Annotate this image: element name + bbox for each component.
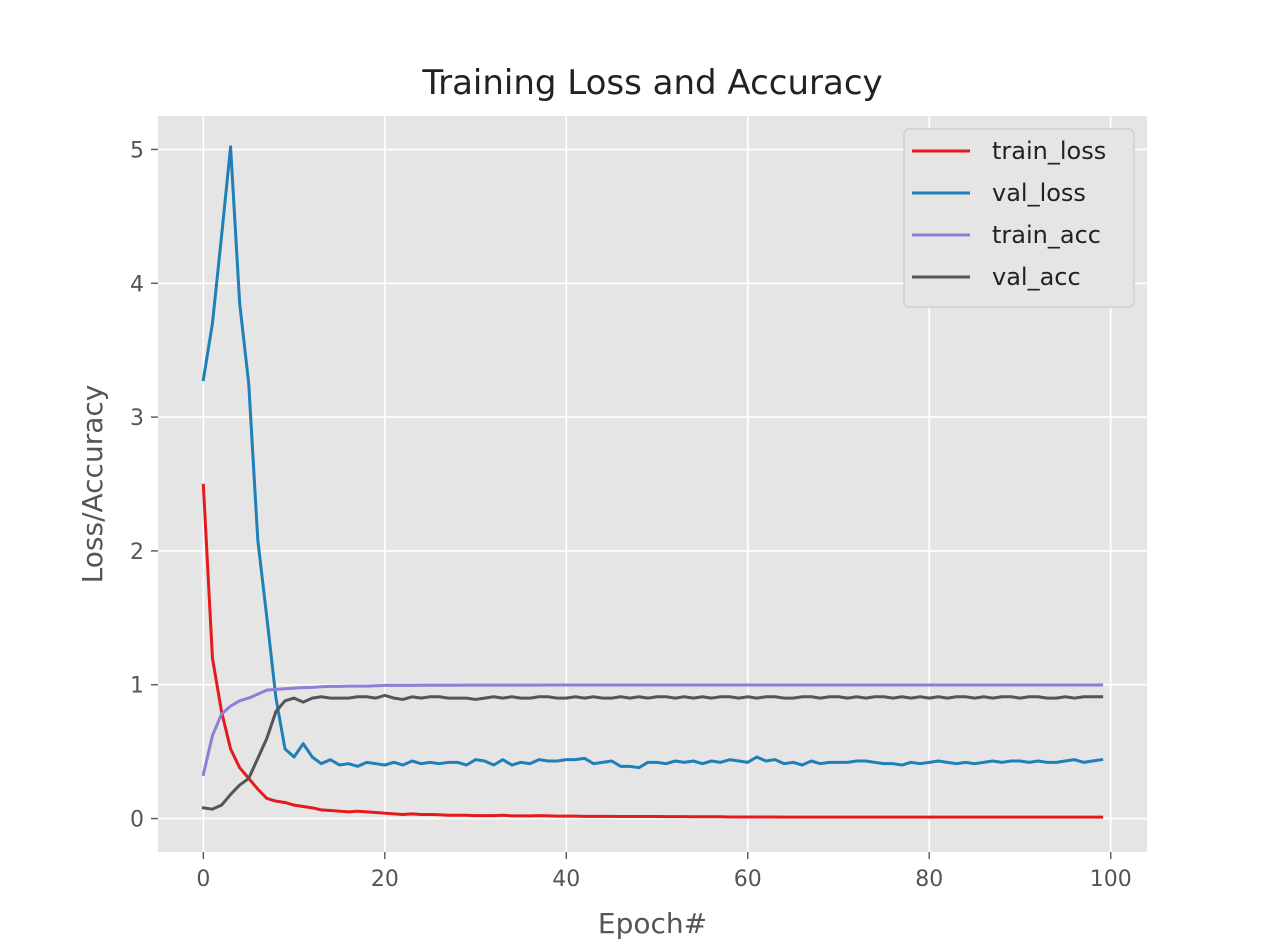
y-tick-label: 2 [130,540,144,565]
series-line-train_acc [201,683,1104,777]
legend-label-train_acc: train_acc [992,221,1101,249]
y-tick-label: 0 [130,808,144,833]
legend-box [903,128,1135,308]
legend-label-val_loss: val_loss [992,179,1086,207]
x-axis-label: Epoch# [598,907,707,940]
legend: train_loss val_loss train_acc val_acc [903,128,1135,308]
x-tick-label: 100 [1090,867,1132,892]
y-tick-label: 1 [130,674,144,699]
y-tick-label: 3 [130,406,144,431]
series-lines [201,145,1104,819]
legend-label-val_acc: val_acc [992,263,1081,291]
y-tick-label: 4 [130,272,144,297]
axis-ticks: 0 20 40 60 80 100 0 1 2 3 4 5 [130,138,1132,892]
x-tick-label: 40 [552,867,580,892]
x-tick-label: 0 [196,867,210,892]
y-tick-label: 5 [130,138,144,163]
x-tick-label: 20 [371,867,399,892]
series-line-train_loss [201,483,1104,819]
series-line-val_loss [201,145,1104,770]
legend-label-train_loss: train_loss [992,137,1106,165]
x-tick-label: 80 [915,867,943,892]
y-axis-label: Loss/Accuracy [76,385,109,584]
chart-title: Training Loss and Accuracy [421,63,882,103]
x-tick-label: 60 [734,867,762,892]
series-line-val_acc [201,693,1104,811]
